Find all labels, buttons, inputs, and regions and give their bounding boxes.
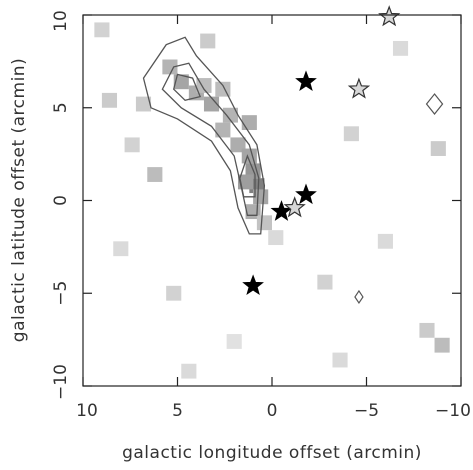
heatmap-cell	[135, 96, 152, 112]
contour-outer	[142, 36, 266, 235]
y-tick-labels: −10 −5 0 5 10	[51, 10, 71, 400]
y-tick-label: −10	[51, 364, 71, 400]
x-axis-label: galactic longitude offset (arcmin)	[122, 443, 422, 463]
filled-star-icon	[270, 200, 293, 221]
y-tick-label: 0	[51, 195, 71, 206]
heatmap-cell	[200, 33, 216, 49]
y-tick-label: −5	[51, 281, 71, 306]
heatmap-cell	[113, 241, 129, 257]
x-tick-label: 5	[172, 401, 183, 421]
contour-inner	[172, 73, 202, 102]
heatmap-cell	[166, 285, 182, 301]
open-star-icon	[378, 5, 401, 27]
heatmap-cell	[343, 126, 359, 142]
heatmap-cell	[241, 115, 257, 131]
heatmap-cell	[162, 59, 178, 75]
open-diamond-icon	[354, 289, 364, 305]
x-tick-label: 0	[267, 401, 278, 421]
heatmap-cell	[434, 337, 450, 353]
open-diamond-icon	[425, 93, 444, 116]
filled-star-icon	[295, 70, 317, 92]
open-star-icon	[283, 196, 306, 218]
heatmap-cell	[256, 215, 272, 231]
y-axis-label: galactic latitude offset (arcmin)	[9, 58, 29, 342]
heatmap-cell	[430, 141, 446, 156]
contour-inner	[239, 154, 256, 198]
heatmap-cell	[94, 22, 110, 38]
heatmap-cell	[173, 74, 189, 90]
source-markers	[242, 5, 444, 305]
x-tick-label: 10	[76, 401, 98, 421]
heatmap-cell	[203, 96, 220, 112]
y-tick-label: 5	[51, 102, 71, 113]
filled-star-icon	[295, 183, 317, 205]
contour-lines	[142, 36, 266, 235]
heatmap-cell	[215, 122, 231, 138]
heatmap-cell	[222, 107, 238, 123]
y-tick-label: 10	[51, 10, 71, 32]
heatmap-cell	[419, 322, 435, 338]
heatmap-cell	[377, 233, 393, 249]
heatmap-cells	[94, 22, 450, 379]
heatmap-cell	[147, 167, 163, 182]
heatmap-cell	[392, 40, 409, 56]
x-tick-label: −5	[354, 401, 379, 421]
x-tick-label: −10	[435, 401, 471, 421]
heatmap-cell	[101, 92, 118, 108]
heatmap-cell	[181, 363, 197, 379]
heatmap-cell	[226, 334, 242, 349]
plot-frame	[82, 14, 462, 387]
filled-star-icon	[242, 274, 264, 296]
heatmap-cell	[332, 352, 348, 368]
heatmap-cell	[124, 137, 140, 153]
heatmap-cell	[215, 81, 231, 97]
heatmap-cell	[317, 274, 333, 290]
heatmap-cell	[268, 230, 284, 246]
axis-ticks	[82, 14, 462, 387]
x-tick-labels: 10 5 0 −5 −10	[76, 401, 471, 421]
open-star-icon	[347, 77, 371, 99]
